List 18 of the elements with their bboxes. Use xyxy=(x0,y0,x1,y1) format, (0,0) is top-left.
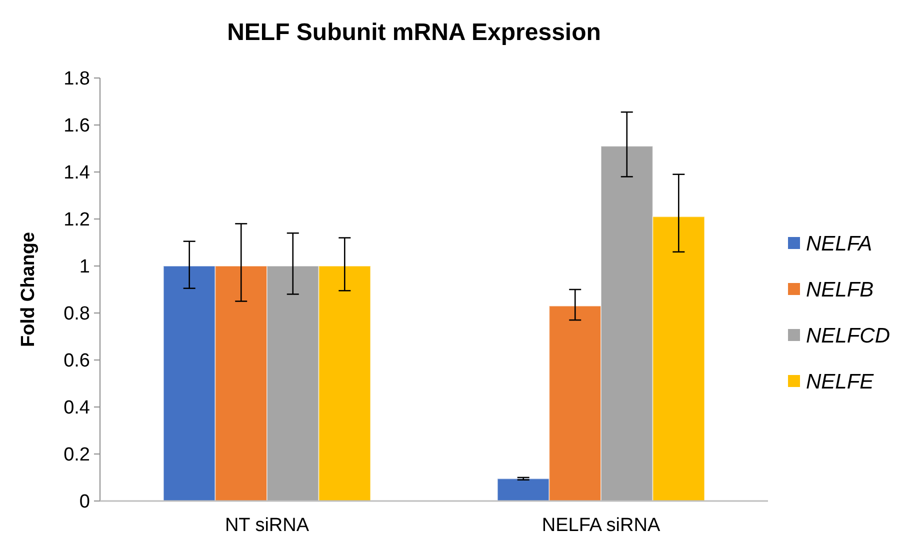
legend-label: NELFCD xyxy=(806,324,890,348)
y-tick-label: 1 xyxy=(79,256,90,278)
legend-label: NELFA xyxy=(806,232,872,256)
y-tick-label: 1.2 xyxy=(64,210,90,231)
y-tick-label: 1.4 xyxy=(64,162,90,184)
y-tick-label: 1.6 xyxy=(64,116,90,137)
y-tick-label: 0.6 xyxy=(64,350,90,372)
y-tick-label: 0.2 xyxy=(64,444,90,466)
chart-title: NELF Subunit mRNA Expression xyxy=(227,19,601,46)
legend-label: NELFE xyxy=(806,370,875,394)
x-tick-label: NELFA siRNA xyxy=(542,515,660,536)
y-axis-title: Fold Change xyxy=(18,232,39,348)
x-tick-label: NT siRNA xyxy=(224,515,310,536)
y-tick-label: 0.4 xyxy=(64,398,90,419)
legend-label: NELFB xyxy=(806,278,874,302)
y-tick-label: 1.8 xyxy=(64,68,90,90)
y-tick-label: 0.8 xyxy=(64,304,90,325)
y-tick-label: 0 xyxy=(79,492,90,513)
